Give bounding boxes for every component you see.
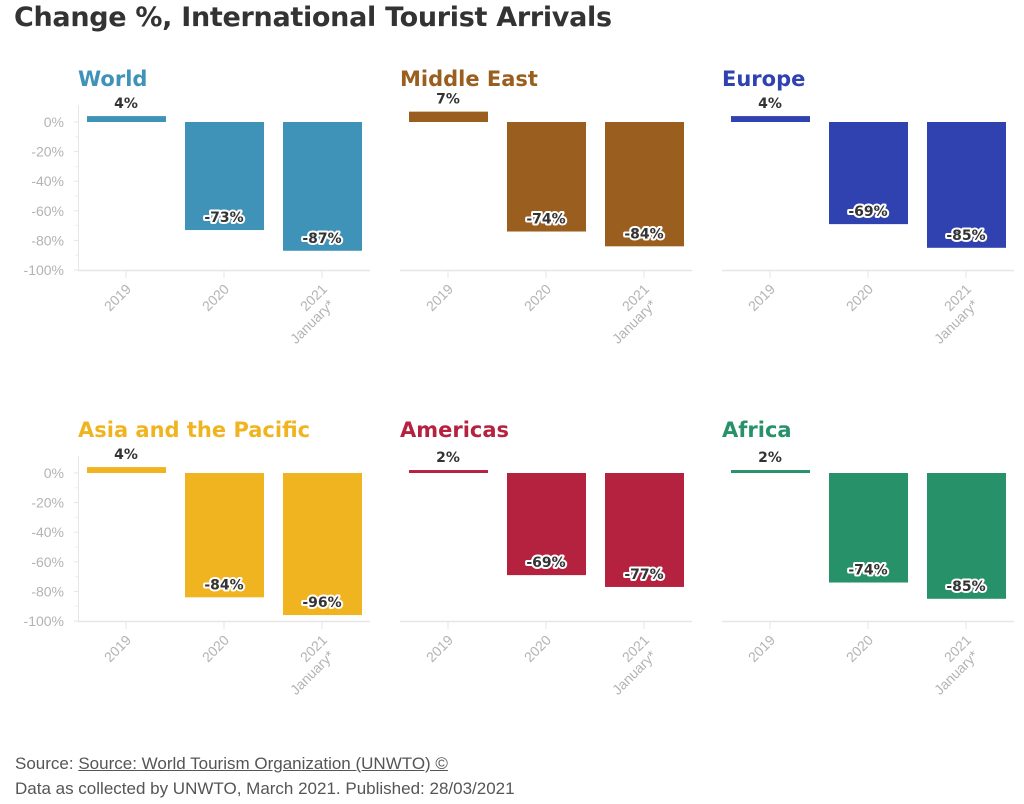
panel-title: Asia and the Pacific (78, 418, 310, 442)
y-tick-label: -20% (31, 144, 64, 160)
panel-title: Europe (722, 67, 805, 91)
bar (87, 116, 166, 122)
data-label: 2% (436, 450, 460, 466)
x-tick-label: 2021January* (275, 281, 341, 347)
data-label: -84% (204, 577, 243, 593)
x-tick-label: 2019 (101, 632, 134, 665)
y-tick-label: 0% (44, 465, 64, 481)
data-label: -73% (204, 210, 243, 226)
x-tick-label-line: 2020 (843, 281, 876, 314)
x-tick-label-line: 2020 (521, 281, 554, 314)
panel-americas: Americas 2% 2019 -69% 2020 -77% 2021January* (400, 418, 692, 698)
y-tick-label: 0% (44, 114, 64, 130)
x-tick-label: 2019 (745, 281, 778, 314)
data-label: 4% (758, 96, 782, 112)
x-tick-label-line: 2019 (423, 281, 456, 314)
data-label: 2% (758, 450, 782, 466)
bar (927, 473, 1006, 599)
bar (605, 473, 684, 587)
x-tick-label: 2020 (199, 632, 232, 665)
page-title: Change %, International Tourist Arrivals (14, 2, 612, 33)
small-multiples-chart: World 0% -20% -40% -60% -80% -100% 4% 2019 -73% 20… (24, 67, 1014, 698)
x-tick-label-line: 2020 (521, 632, 554, 665)
data-label: -74% (526, 212, 565, 228)
data-label: -87% (302, 231, 341, 247)
x-tick-label: 2020 (521, 632, 554, 665)
x-tick-label-line: 2020 (199, 632, 232, 665)
x-tick-label: 2021January* (275, 632, 341, 698)
y-tick-label: -80% (31, 232, 64, 248)
data-label: -84% (624, 226, 663, 242)
data-label: 4% (114, 96, 138, 112)
bar (731, 470, 810, 473)
y-tick-label: -100% (24, 613, 64, 629)
source-link[interactable]: Source: World Tourism Organization (UNWT… (78, 754, 448, 773)
x-tick-label: 2019 (423, 632, 456, 665)
panel-europe: Europe 4% 2019 -69% 2020 -85% 2021January* (722, 67, 1014, 347)
x-tick-label: 2019 (745, 632, 778, 665)
x-tick-label-line: 2019 (745, 632, 778, 665)
bar (283, 122, 362, 251)
data-label: -77% (624, 567, 663, 583)
data-note: Data as collected by UNWTO, March 2021. … (15, 779, 515, 798)
x-tick-label-line: 2020 (843, 632, 876, 665)
bar (185, 122, 264, 231)
x-tick-label: 2019 (423, 281, 456, 314)
x-tick-label: 2021January* (919, 281, 985, 347)
data-label: -85% (946, 579, 985, 595)
bar (731, 116, 810, 122)
data-label: -85% (946, 228, 985, 244)
y-tick-label: -20% (31, 495, 64, 511)
y-tick-label: -80% (31, 583, 64, 599)
x-tick-label-line: 2019 (101, 632, 134, 665)
bar (507, 122, 586, 232)
x-tick-label: 2020 (199, 281, 232, 314)
data-label: 7% (436, 92, 460, 108)
panel-title: World (78, 67, 147, 91)
bar (87, 467, 166, 473)
bar (507, 473, 586, 576)
source-prefix: Source: (15, 754, 74, 773)
x-tick-label: 2021January* (597, 632, 663, 698)
data-label: -69% (848, 204, 887, 220)
data-label: 4% (114, 447, 138, 463)
x-tick-label: 2019 (101, 281, 134, 314)
panel-world: World 0% -20% -40% -60% -80% -100% 4% 2019 -73% 20… (24, 67, 370, 347)
data-label: -96% (302, 595, 341, 611)
bar (185, 473, 264, 598)
x-tick-label-line: 2019 (101, 281, 134, 314)
bar (283, 473, 362, 616)
panel-asia-and-the-pacific: Asia and the Pacific 0% -20% -40% -60% -80% -1… (24, 418, 370, 698)
y-tick-label: -40% (31, 173, 64, 189)
x-tick-label-line: 2020 (199, 281, 232, 314)
data-label: -69% (526, 555, 565, 571)
bar (409, 111, 488, 122)
x-tick-label: 2020 (521, 281, 554, 314)
bar (605, 122, 684, 247)
panel-africa: Africa 2% 2019 -74% 2020 -85% 2021January* (722, 418, 1014, 698)
panel-title: Africa (722, 418, 792, 442)
x-tick-label-line: 2019 (745, 281, 778, 314)
x-tick-label: 2021January* (919, 632, 985, 698)
panel-title: Americas (400, 418, 509, 442)
x-tick-label: 2020 (843, 281, 876, 314)
panel-title: Middle East (400, 67, 538, 91)
x-tick-label: 2021January* (597, 281, 663, 347)
x-tick-label-line: 2019 (423, 632, 456, 665)
x-tick-label: 2020 (843, 632, 876, 665)
bar (409, 470, 488, 473)
y-tick-label: -60% (31, 203, 64, 219)
source-line: Source: Source: World Tourism Organizati… (15, 754, 448, 774)
y-tick-label: -100% (24, 262, 64, 278)
data-label: -74% (848, 563, 887, 579)
y-tick-label: -40% (31, 524, 64, 540)
y-tick-label: -60% (31, 554, 64, 570)
bar (829, 473, 908, 583)
bar (829, 122, 908, 225)
bar (927, 122, 1006, 248)
